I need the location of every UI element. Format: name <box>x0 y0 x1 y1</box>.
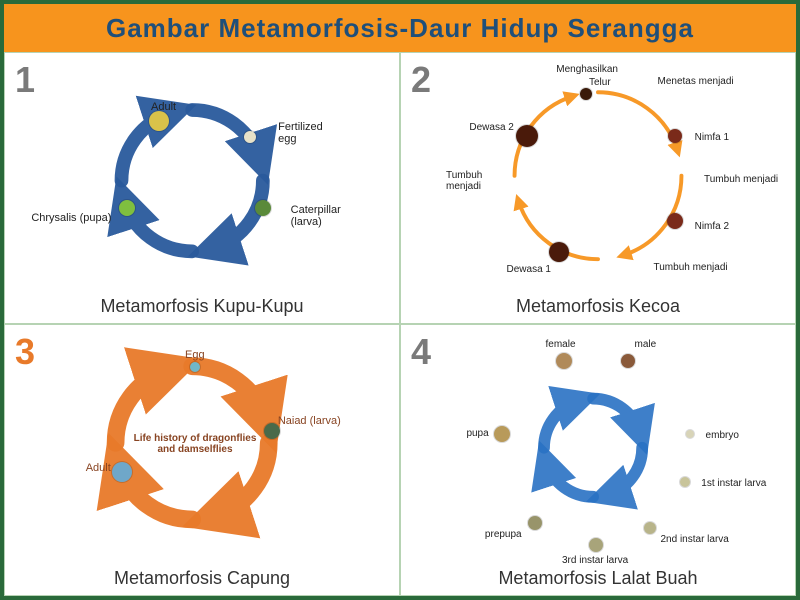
stage-label: Tumbuh menjadi <box>704 174 778 185</box>
stage-marker <box>580 88 592 100</box>
stage-label: Egg <box>185 349 205 361</box>
lifecycle-diagram: Life history of dragonfliesand damselfli… <box>5 325 399 595</box>
cycle-arrows <box>5 325 399 595</box>
stage-label: Adult <box>151 101 176 113</box>
stage-label: 3rd instar larva <box>562 555 628 566</box>
stage-marker <box>680 477 690 487</box>
lifecycle-diagram: female male embryo 1st instar larva 2nd inst… <box>401 325 795 595</box>
stage-marker <box>244 131 256 143</box>
stage-label: Adult <box>86 462 111 474</box>
lifecycle-diagram: Menghasilkan Telur Menetas menjadi Nimfa 1 T… <box>401 53 795 323</box>
stage-marker <box>668 129 682 143</box>
stage-label: male <box>634 339 656 350</box>
panel-grid: 1Metamorfosis Kupu-KupuFertilizedeggCate… <box>4 52 796 596</box>
center-text: Life history of dragonfliesand damselfli… <box>115 433 275 455</box>
title-bar: Gambar Metamorfosis-Daur Hidup Serangga <box>4 4 796 52</box>
stage-label: Tumbuh menjadi <box>654 262 728 273</box>
stage-marker <box>112 462 132 482</box>
stage-marker <box>149 111 169 131</box>
stage-label: Telur <box>589 77 611 88</box>
stage-marker <box>589 538 603 552</box>
stage-label: Caterpillar(larva) <box>291 204 341 228</box>
panel-4: 4Metamorfosis Lalat Buahfemalemaleembryo… <box>400 324 796 596</box>
stage-label: embryo <box>706 430 739 441</box>
stage-label: Nimfa 1 <box>695 132 729 143</box>
cycle-arrows <box>5 53 399 323</box>
stage-label: female <box>546 339 576 350</box>
stage-label: Tumbuhmenjadi <box>446 170 482 192</box>
stage-marker <box>528 516 542 530</box>
stage-marker <box>516 125 538 147</box>
stage-label: Naiad (larva) <box>278 415 341 427</box>
stage-label: Menetas menjadi <box>658 76 734 87</box>
stage-label: 1st instar larva <box>701 478 766 489</box>
stage-marker <box>190 362 200 372</box>
stage-marker <box>556 353 572 369</box>
title-text: Gambar Metamorfosis-Daur Hidup Serangga <box>106 13 694 44</box>
stage-marker <box>119 200 135 216</box>
panel-1: 1Metamorfosis Kupu-KupuFertilizedeggCate… <box>4 52 400 324</box>
stage-marker <box>644 522 656 534</box>
stage-marker <box>549 242 569 262</box>
stage-label: Dewasa 1 <box>507 264 551 275</box>
stage-label: Fertilizedegg <box>278 121 323 145</box>
stage-label: pupa <box>466 428 488 439</box>
stage-marker <box>686 430 694 438</box>
stage-label: Dewasa 2 <box>469 122 513 133</box>
stage-marker <box>255 200 271 216</box>
stage-marker <box>667 213 683 229</box>
stage-label: Chrysalis (pupa) <box>31 212 111 224</box>
stage-label: prepupa <box>485 529 522 540</box>
lifecycle-diagram: Fertilizedegg Caterpillar(larva) Chrysalis… <box>5 53 399 323</box>
stage-label: 2nd instar larva <box>660 534 728 545</box>
panel-2: 2Metamorfosis KecoaMenghasilkanTelurMene… <box>400 52 796 324</box>
stage-marker <box>494 426 510 442</box>
stage-marker <box>621 354 635 368</box>
stage-label: Menghasilkan <box>556 64 618 75</box>
panel-3: 3Metamorfosis CapungLife history of drag… <box>4 324 400 596</box>
stage-label: Nimfa 2 <box>695 221 729 232</box>
